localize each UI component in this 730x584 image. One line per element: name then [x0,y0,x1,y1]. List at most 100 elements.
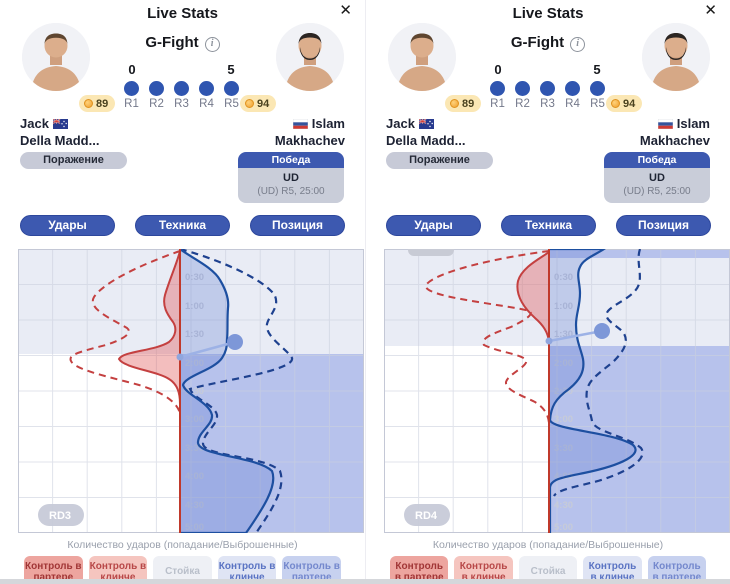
round-dots [124,81,239,96]
round-badge [404,504,450,526]
strike-density-chart-rd4: 0:30 1:00 1:30 2:00 2:30 3:00 3:30 4:00 … [384,249,730,533]
round-badge-label: RD3 [49,510,71,522]
score-right: 5 [593,62,601,77]
svg-text:1:30: 1:30 [185,329,204,340]
svg-text:3:00: 3:00 [185,414,204,425]
score-right: 5 [227,62,235,77]
round-labels: R1 R2 R3 R4 R5 [119,98,244,110]
svg-text:0:30: 0:30 [185,272,204,283]
fighter-avatar-right [642,23,710,91]
round-dot-r4[interactable] [199,81,214,96]
fighter-avatar-left [388,23,456,91]
bottom-divider [0,579,730,584]
tab-technique[interactable]: Техника [501,215,596,236]
blue-thrown-curve [553,249,644,497]
score-left: 0 [494,62,502,77]
round-label-r4[interactable]: R4 [199,98,214,110]
fighter-avatar-right [276,23,344,91]
round-dot-r3[interactable] [174,81,189,96]
flag-russia-icon [657,117,674,133]
round-dot-r3[interactable] [540,81,555,96]
stats-panel-rd4: Live Stats ✕ G-Fight i 0 5 [365,0,730,584]
chart-caption: Количество ударов (попадание/Выброшенные… [432,539,664,551]
tab-position[interactable]: Позиция [616,215,711,236]
victory-label: Победа [604,152,710,168]
position-marker-origin [545,337,553,345]
result-right-victory: Победа UD (UD) R5, 25:00 [604,152,710,203]
svg-text:1:00: 1:00 [554,301,573,312]
round-dot-r1[interactable] [490,81,505,96]
event-title: G-Fight i [366,34,730,52]
position-buttons-row: Контроль в партере Контроль в клинче Сто… [24,556,341,584]
victory-detail: (UD) R5, 25:00 [623,186,691,197]
tab-position[interactable]: Позиция [250,215,345,236]
info-icon[interactable]: i [204,37,220,52]
fighter-name-left: Jack Della Madd... [20,116,100,148]
svg-text:3:30: 3:30 [185,443,204,454]
round-label-r3[interactable]: R3 [540,98,555,110]
flag-australia-icon [52,117,68,133]
result-left-defeat: Поражение [20,152,127,169]
svg-text:3:00: 3:00 [554,414,573,425]
coin-icon [611,99,620,108]
tab-technique[interactable]: Техника [135,215,230,236]
round-label-r4[interactable]: R4 [565,98,580,110]
svg-text:4:30: 4:30 [554,500,573,511]
red-thrown-curve [69,250,181,414]
svg-text:1:00: 1:00 [185,301,204,312]
close-icon[interactable]: ✕ [339,2,352,19]
blue-landed-curve [548,249,637,533]
red-landed-curve [516,251,550,343]
round-dot-r1[interactable] [124,81,139,96]
svg-text:2:30: 2:30 [185,386,204,397]
blue-landed-curve [179,249,275,533]
score-left: 0 [128,62,136,77]
victory-label: Победа [238,152,344,168]
round-dot-r5[interactable] [590,81,605,96]
victory-method: UD [283,172,299,184]
round-label-r3[interactable]: R3 [174,98,189,110]
svg-text:5:00: 5:00 [554,522,573,533]
victory-method: UD [649,172,665,184]
round-label-r2[interactable]: R2 [515,98,530,110]
svg-text:4:30: 4:30 [185,500,204,511]
flag-russia-icon [292,117,309,133]
round-label-r5[interactable]: R5 [224,98,239,110]
round-dot-r5[interactable] [224,81,239,96]
svg-text:2:00: 2:00 [554,358,573,369]
strike-density-chart-rd3: 0:30 1:00 1:30 2:00 2:30 3:00 3:30 4:00 … [18,249,364,533]
tab-strikes[interactable]: Удары [386,215,481,236]
svg-text:5:00: 5:00 [185,522,204,533]
fighter-name-right: Islam Makhachev [274,116,345,148]
round-dot-r4[interactable] [565,81,580,96]
svg-text:0:30: 0:30 [554,272,573,283]
round-dots [490,81,605,96]
round-label-r1[interactable]: R1 [124,98,139,110]
position-marker-origin [176,353,184,361]
cut-tooltip-pill [408,249,454,256]
tab-strikes[interactable]: Удары [20,215,115,236]
chart-caption: Количество ударов (попадание/Выброшенные… [67,539,298,551]
round-dot-r2[interactable] [149,81,164,96]
round-label-r2[interactable]: R2 [149,98,164,110]
svg-text:4:00: 4:00 [185,471,204,482]
svg-text:2:00: 2:00 [185,358,204,369]
svg-text:3:30: 3:30 [554,443,573,454]
coin-icon [245,99,254,108]
coin-icon [450,99,459,108]
rating-badge-left: 89 [445,95,482,112]
round-label-r1[interactable]: R1 [490,98,505,110]
round-dot-r2[interactable] [515,81,530,96]
info-icon[interactable]: i [570,37,586,52]
svg-text:1:30: 1:30 [554,329,573,340]
position-marker-line [548,329,603,343]
position-marker-dot[interactable] [594,323,610,339]
flag-australia-icon [418,117,434,133]
svg-text:2:30: 2:30 [554,386,573,397]
position-marker-dot[interactable] [227,334,243,350]
blue-thrown-curve [179,249,294,533]
red-thrown-curve [424,250,550,424]
round-label-r5[interactable]: R5 [590,98,605,110]
event-title: G-Fight i [0,34,365,52]
close-icon[interactable]: ✕ [704,2,717,19]
